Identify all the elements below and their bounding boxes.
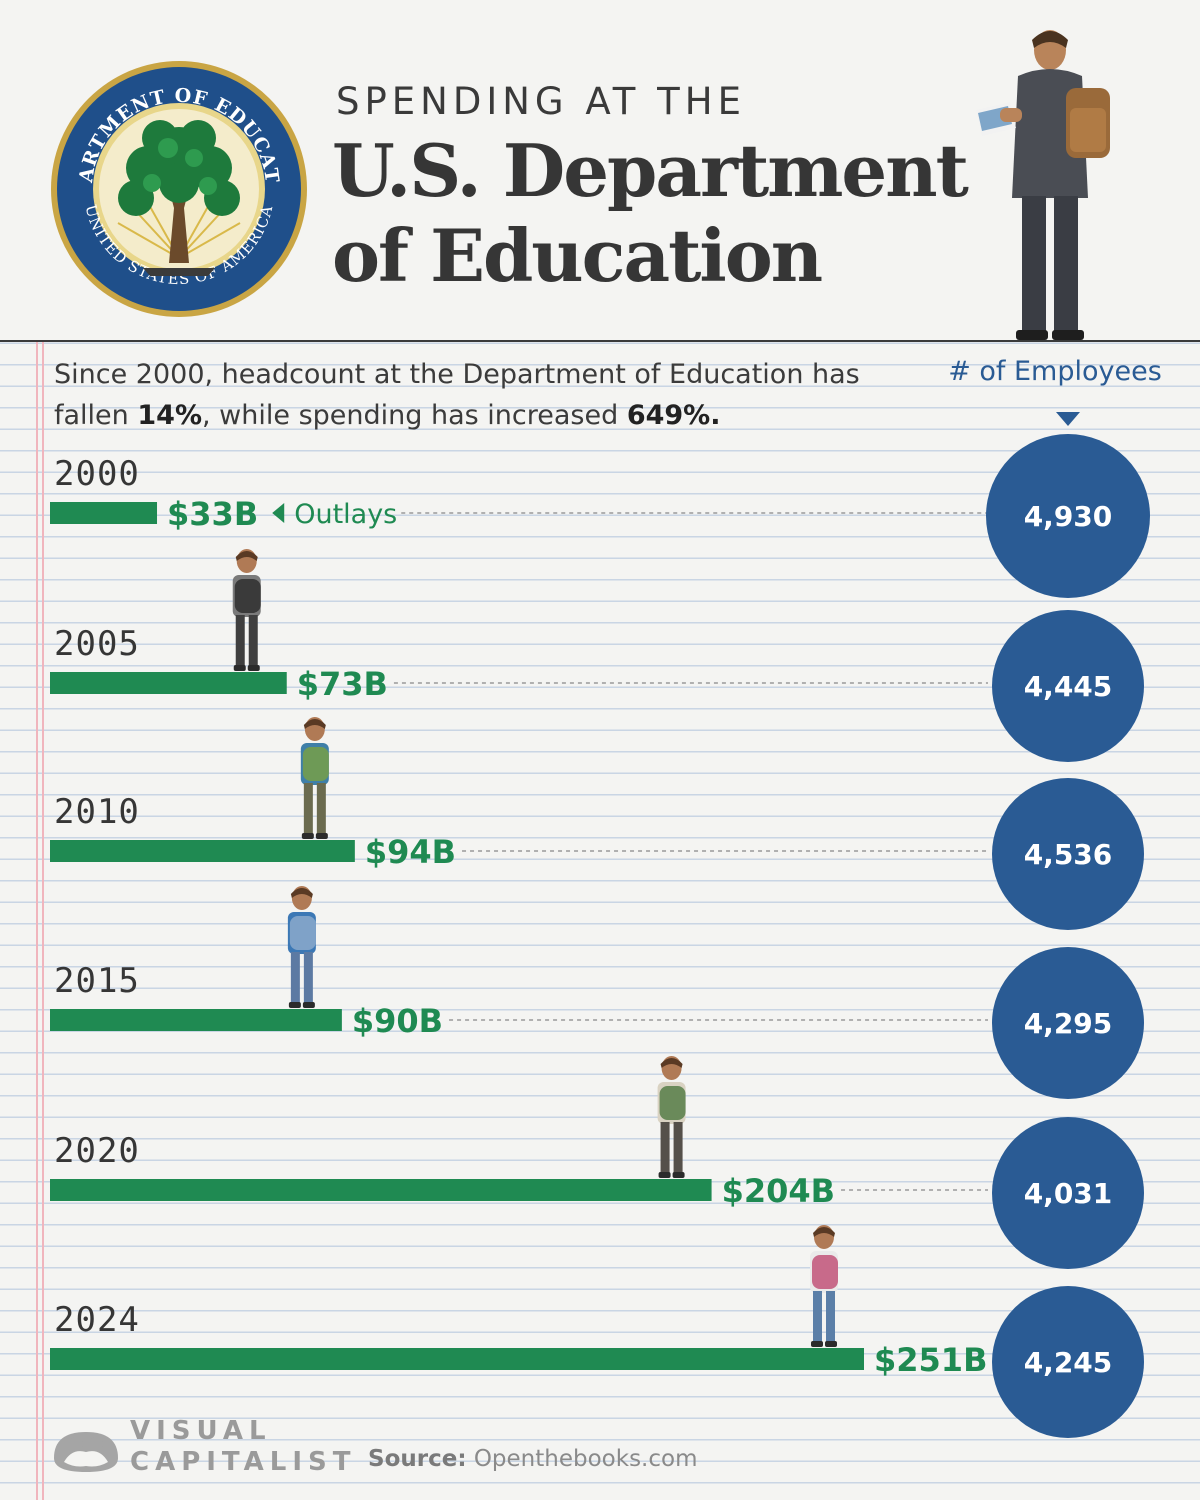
spending-bar — [50, 1009, 342, 1031]
year-label: 2020 — [54, 1131, 140, 1171]
notebook-margin-line — [36, 0, 38, 1500]
student-figurine-image — [232, 549, 261, 671]
brand-name: VISUAL CAPITALIST — [130, 1416, 357, 1477]
source-note: Source: Openthebooks.com — [368, 1446, 698, 1472]
spending-value-label: $251B — [874, 1341, 987, 1379]
spending-value-label: $90B — [352, 1002, 443, 1040]
employee-count-circle — [992, 778, 1144, 930]
headcount-change-value: 14% — [137, 400, 203, 431]
employee-count-label: 4,536 — [1024, 838, 1113, 871]
spending-value-label: $204B — [722, 1172, 835, 1210]
employees-column-header: # of Employees — [948, 356, 1162, 387]
employee-count-circle — [986, 434, 1150, 598]
student-figurine-image — [287, 886, 316, 1008]
spending-bar — [50, 1348, 864, 1370]
teacher-figurine-image — [976, 30, 1110, 340]
student-figurine-image — [657, 1056, 686, 1178]
student-figurine-image — [810, 1225, 838, 1347]
visual-capitalist-logo — [54, 1432, 118, 1472]
page-title-line2: of Education — [332, 213, 823, 298]
department-seal-logo: DEPARTMENT OF EDUCATION UNITED STATES OF… — [48, 58, 307, 317]
spending-bar — [50, 502, 158, 524]
header-divider — [0, 340, 1200, 342]
spending-value-label: $73B — [297, 665, 388, 703]
year-label: 2015 — [54, 961, 140, 1001]
employee-count-label: 4,245 — [1024, 1346, 1113, 1379]
employee-count-circle — [992, 610, 1144, 762]
employee-count-circle — [992, 1286, 1144, 1438]
year-label: 2024 — [54, 1300, 140, 1340]
down-arrow-icon — [1056, 412, 1080, 426]
spending-value-label: $94B — [365, 833, 456, 871]
spending-bar — [50, 840, 355, 862]
left-arrow-icon — [272, 503, 285, 523]
spending-value-label: $33B — [167, 495, 258, 533]
spending-bar — [50, 1179, 712, 1201]
employee-count-label: 4,031 — [1024, 1177, 1113, 1210]
year-label: 2010 — [54, 792, 140, 832]
year-label: 2000 — [54, 454, 140, 494]
student-figurine-image — [300, 717, 329, 839]
employee-count-circle — [992, 1117, 1144, 1269]
year-label: 2005 — [54, 624, 140, 664]
notebook-margin-line — [42, 0, 44, 1500]
title-kicker: SPENDING AT THE — [336, 80, 746, 123]
outlays-annotation: Outlays — [294, 499, 397, 530]
employee-count-circle — [992, 947, 1144, 1099]
employee-count-label: 4,295 — [1024, 1007, 1113, 1040]
employee-count-label: 4,930 — [1024, 500, 1113, 533]
employee-count-label: 4,445 — [1024, 670, 1113, 703]
page-title: U.S. Department — [332, 128, 969, 213]
intro-text: Since 2000, headcount at the Department … — [54, 359, 860, 431]
spending-change-value: 649%. — [626, 400, 721, 431]
spending-bar — [50, 672, 287, 694]
